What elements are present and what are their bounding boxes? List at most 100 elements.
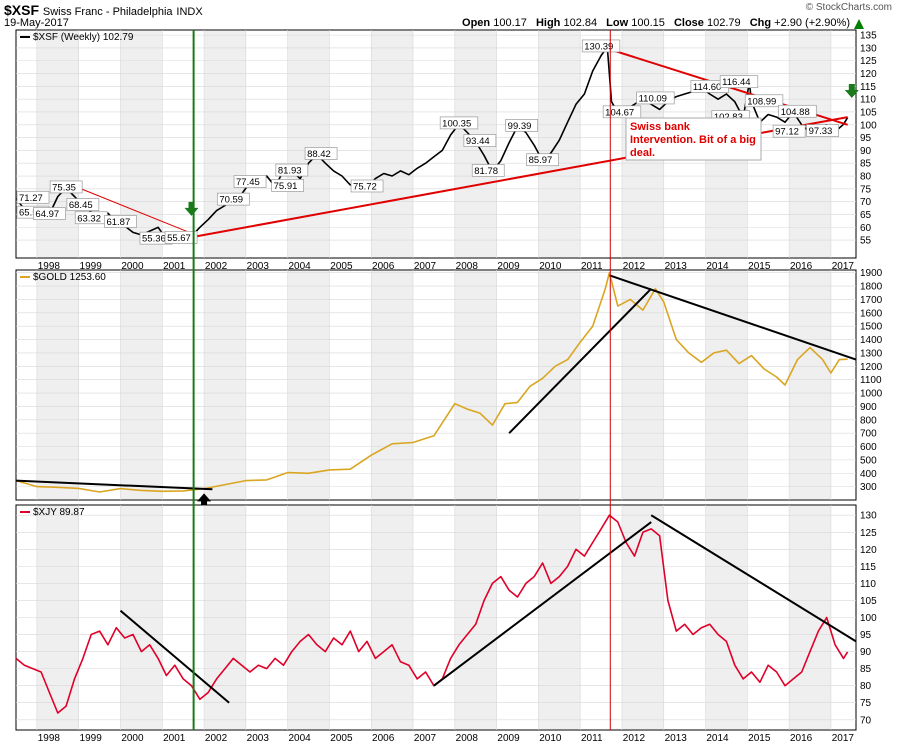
data-label: 104.88 [778,104,817,118]
x-tick-label: 2006 [372,261,395,272]
xjy-plot-area [15,504,857,731]
data-label-box [806,124,839,137]
y-tick-label: 115 [860,562,876,573]
trendline [15,479,213,491]
year-shade [287,271,330,499]
data-label: 108.99 [744,94,784,107]
x-tick-label: 2000 [121,733,144,744]
y-tick-label: 90 [860,146,872,157]
y-tick-label: 90 [860,647,872,658]
y-tick-label: 55 [860,236,872,247]
data-label-text: 77.45 [236,177,260,188]
x-tick-label: 2010 [539,733,562,744]
data-label-box [439,116,479,130]
y-tick-label: 80 [860,172,872,183]
data-label-text: 61.87 [106,217,130,228]
data-label: 64.97 [33,207,66,220]
x-tick-label: 2003 [247,733,270,744]
data-label: 110.09 [636,91,675,105]
data-label-box [581,39,621,53]
x-tick-label: 2001 [163,261,186,272]
x-tick-label: 2016 [790,261,813,272]
high-label: High [535,17,561,29]
trendline [650,514,857,643]
data-label-text: 104.67 [605,107,634,118]
data-label: 55.36 [139,231,173,245]
y-tick-label: 85 [860,159,872,170]
y-tick-label: 95 [860,630,872,641]
close-label: Close [673,17,704,29]
data-label-box [271,179,304,192]
data-label-text: 108.99 [747,96,776,107]
x-tick-label: 1999 [80,733,103,744]
gold-legend: $GOLD 1253.60 [20,272,106,283]
callout-text: Swiss bank [630,121,691,133]
year-shade [705,31,748,257]
trendline [61,180,196,236]
y-tick-label: 65 [860,210,872,221]
x-tick-label: 2008 [456,733,479,744]
data-label: 71.27 [16,190,50,204]
data-label: 85.97 [526,153,559,167]
low-value: 100.15 [631,17,665,29]
data-label-box [139,231,173,245]
xsf-price-line [15,46,849,240]
x-tick-label: 1998 [38,733,61,744]
year-shade [621,506,664,729]
gold-plot-area [15,269,857,501]
data-label-text: 81.78 [474,166,498,177]
stockcharts-credit: © StockCharts.com [805,2,892,13]
trendline [604,46,848,126]
year-shade [454,271,497,499]
y-tick-label: 1900 [860,268,883,279]
y-tick-label: 60 [860,223,872,234]
x-tick-label: 2007 [414,733,437,744]
trendline [609,274,857,361]
data-label: 61.87 [104,215,137,228]
data-label: 97.12 [772,124,806,138]
data-label: 102.83 [711,110,750,123]
data-label-text: 64.97 [35,209,59,220]
data-label-box [602,105,642,119]
data-label-box [526,153,559,167]
data-label-box [16,190,50,204]
xsf-panel: 5560657075808590951001051101151201251301… [15,29,877,272]
y-tick-label: 500 [860,455,877,466]
x-tick-label: 2004 [288,733,311,744]
chg-label: Chg [749,17,772,29]
data-label-text: 68.45 [69,200,93,211]
y-tick-label: 1200 [860,362,883,373]
callout-pointer [735,119,748,161]
y-tick-label: 1500 [860,322,883,333]
year-shade [621,31,664,257]
data-label-box [66,198,100,211]
data-label-text: 55.36 [142,234,166,245]
xjy-price-line [15,514,849,714]
data-label-text: 93.44 [466,136,490,147]
y-tick-label: 400 [860,469,877,480]
x-tick-label: 2012 [623,733,646,744]
data-label-text: 116.44 [722,77,750,88]
x-tick-label: 2015 [748,733,771,744]
data-label: 81.93 [275,163,309,177]
year-shade [705,271,748,499]
y-tick-label: 1800 [860,282,883,293]
x-tick-label: 2013 [665,733,688,744]
data-label-text: 97.33 [809,126,833,137]
data-label: 93.44 [463,134,497,147]
data-label-box [719,75,759,89]
trendline [119,609,230,704]
open-label: Open [462,17,491,29]
gold-price-line [15,271,848,493]
data-label: 130.39 [581,39,621,53]
xjy-panel: 70 75 80 85 90 95 100 105 110 115 120 125 130 1998 199… [15,504,877,744]
data-label-text: 104.88 [781,107,810,118]
data-label: 116.44 [719,75,759,89]
data-label-box [636,91,675,105]
year-shade [705,506,748,729]
year-shade [287,506,330,729]
data-label-text: 75.91 [274,181,298,192]
data-label-box [772,124,806,138]
y-tick-label: 110 [860,95,876,106]
